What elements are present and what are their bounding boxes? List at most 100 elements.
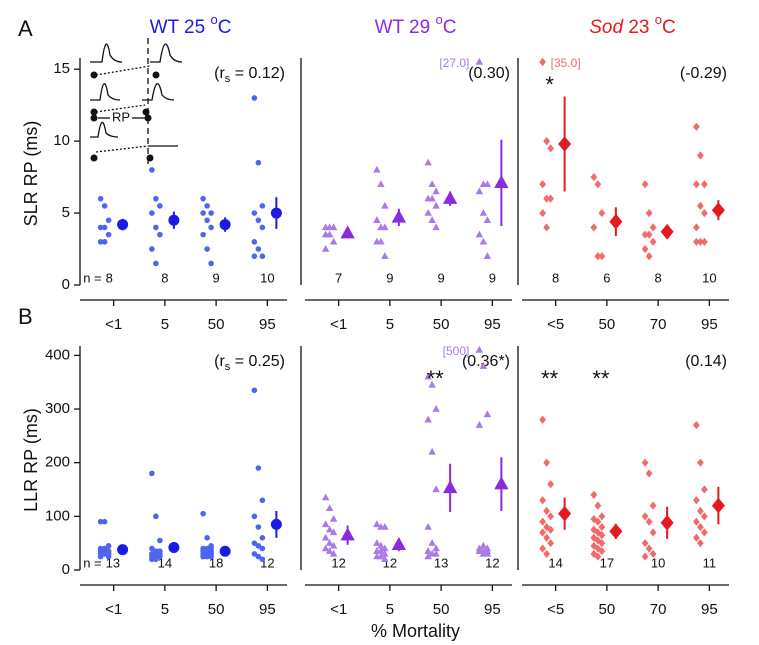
- mean-marker: [340, 225, 355, 239]
- data-point: [105, 217, 112, 224]
- data-point: [208, 224, 214, 231]
- data-point: [645, 517, 653, 526]
- data-point: [700, 512, 708, 521]
- data-point: [475, 230, 484, 238]
- data-point: [208, 260, 214, 267]
- y-tick-label: 5: [62, 204, 70, 221]
- data-point: [598, 531, 606, 540]
- data-point: [543, 137, 551, 146]
- y-tick-label: 200: [45, 454, 70, 471]
- data-point: [696, 151, 704, 160]
- stats-label: (-0.29): [680, 65, 727, 82]
- data-point: [153, 195, 159, 202]
- mean-marker: [168, 541, 180, 553]
- data-point: [692, 496, 700, 505]
- n-label: 6: [603, 270, 610, 285]
- significance-star: **: [541, 366, 559, 391]
- data-point: [149, 246, 155, 252]
- data-point: [543, 458, 551, 467]
- data-point: [97, 195, 104, 202]
- data-point: [543, 549, 551, 558]
- data-point: [696, 201, 704, 210]
- data-point: [692, 533, 700, 542]
- data-point: [475, 547, 484, 554]
- n-label: 13: [434, 555, 448, 570]
- data-point: [101, 239, 108, 245]
- data-point: [641, 458, 649, 467]
- data-point: [700, 237, 708, 246]
- data-point: [200, 553, 206, 560]
- panel-title-text: WT 25: [150, 17, 211, 38]
- data-point: [157, 203, 163, 209]
- n-label: 18: [209, 555, 223, 570]
- data-point: [598, 512, 606, 521]
- n-label: 9: [386, 270, 393, 285]
- data-point: [325, 539, 334, 546]
- mean-marker: [340, 527, 355, 541]
- data-point: [649, 549, 657, 558]
- data-point: [479, 541, 488, 549]
- mean-marker: [219, 219, 231, 231]
- data-point: [649, 501, 657, 510]
- data-point: [329, 223, 338, 231]
- data-point: [424, 547, 432, 554]
- data-point: [483, 549, 492, 557]
- data-point: [153, 260, 159, 267]
- data-point: [381, 555, 389, 562]
- mean-marker: [660, 223, 674, 240]
- mean-marker: [609, 213, 623, 230]
- data-point: [428, 194, 436, 202]
- data-point: [255, 543, 262, 549]
- significance-star: **: [592, 366, 610, 391]
- data-point: [329, 237, 338, 245]
- data-point: [539, 208, 547, 218]
- significance-star: **: [427, 366, 445, 391]
- mean-marker: [442, 480, 458, 494]
- data-point: [547, 512, 555, 521]
- data-point: [424, 372, 432, 380]
- mean-marker: [494, 476, 509, 490]
- data-point: [598, 539, 606, 548]
- data-point: [325, 230, 334, 238]
- n-label: 11: [703, 555, 717, 570]
- mean-marker: [270, 207, 282, 219]
- data-point: [645, 544, 653, 553]
- data-point: [208, 553, 214, 560]
- data-point: [259, 224, 266, 231]
- outlier-label: [35.0]: [551, 56, 581, 70]
- data-point: [381, 522, 389, 530]
- data-point: [381, 549, 389, 557]
- x-tick-label: <1: [330, 601, 347, 618]
- mean-marker: [117, 544, 129, 556]
- data-point: [101, 203, 108, 209]
- data-point: [598, 208, 606, 218]
- data-point: [149, 210, 155, 216]
- x-tick-label: 95: [484, 316, 501, 333]
- data-point: [428, 216, 436, 223]
- data-point: [204, 535, 210, 541]
- panel-title-sup: o: [655, 12, 662, 27]
- data-point: [594, 552, 602, 561]
- data-point: [641, 230, 649, 239]
- data-point: [432, 549, 440, 557]
- data-point: [325, 547, 334, 554]
- data-point: [590, 490, 598, 499]
- data-point: [692, 223, 700, 232]
- panel-title-unit: C: [218, 17, 232, 38]
- data-point: [432, 544, 440, 552]
- data-point: [329, 528, 338, 536]
- outlier-label: [500]: [443, 344, 470, 358]
- mean-marker: [558, 136, 572, 152]
- data-point: [105, 231, 112, 238]
- n-label: 9: [213, 270, 220, 285]
- data-point: [259, 203, 266, 209]
- n-label: 12: [331, 555, 345, 570]
- mean-marker: [391, 209, 407, 223]
- data-point: [153, 556, 159, 563]
- data-point: [259, 545, 266, 552]
- stats-label-prefix: (r: [214, 65, 225, 82]
- data-point: [428, 447, 436, 455]
- x-tick-label: 50: [599, 316, 616, 333]
- data-point: [432, 223, 440, 231]
- n-label: 7: [335, 270, 342, 285]
